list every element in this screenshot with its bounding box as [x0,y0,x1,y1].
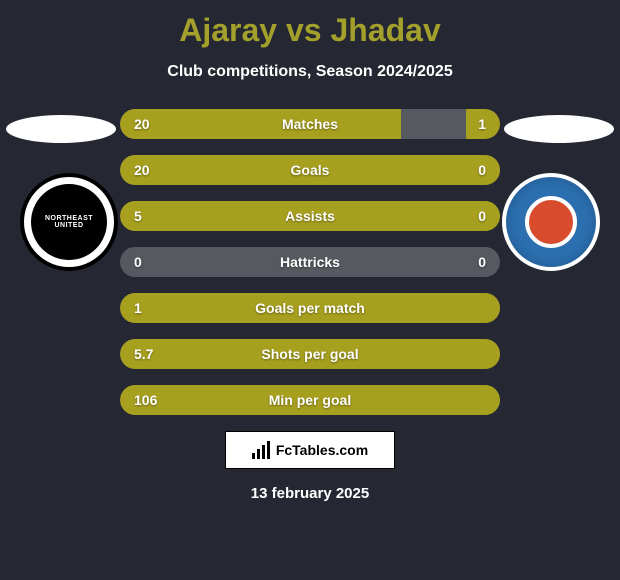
stat-label: Goals [120,162,500,178]
player1-name: Ajaray [179,12,277,48]
player1-avatar-placeholder [6,115,116,143]
page-title: Ajaray vs Jhadav [0,0,620,49]
date-line: 13 february 2025 [0,485,620,502]
stat-bars: 201Matches 200Goals 50Assists 00Hattricks 1G… [120,109,500,415]
stat-row: 201Matches [120,109,500,139]
stat-row: 200Goals [120,155,500,185]
player2-name: Jhadav [330,12,440,48]
stat-label: Shots per goal [120,346,500,362]
brand-label: FcTables.com [276,442,368,458]
stat-row: 50Assists [120,201,500,231]
comparison-content: NORTHEAST UNITED 201Matches 200Goals 50Ass… [0,109,620,415]
vs-text: vs [286,12,322,48]
stat-row: 106Min per goal [120,385,500,415]
stat-label: Min per goal [120,392,500,408]
player2-avatar-placeholder [504,115,614,143]
club1-badge: NORTHEAST UNITED [20,173,118,271]
stat-row: 5.7Shots per goal [120,339,500,369]
brand-box: FcTables.com [225,431,395,469]
stat-row: 1Goals per match [120,293,500,323]
stat-label: Goals per match [120,300,500,316]
stat-label: Assists [120,208,500,224]
club1-badge-label: NORTHEAST UNITED [31,184,107,260]
stat-row: 00Hattricks [120,247,500,277]
stat-label: Matches [120,116,500,132]
stat-label: Hattricks [120,254,500,270]
subtitle: Club competitions, Season 2024/2025 [0,63,620,81]
chart-icon [252,441,270,459]
club2-badge [502,173,600,271]
club2-badge-inner [525,196,577,248]
